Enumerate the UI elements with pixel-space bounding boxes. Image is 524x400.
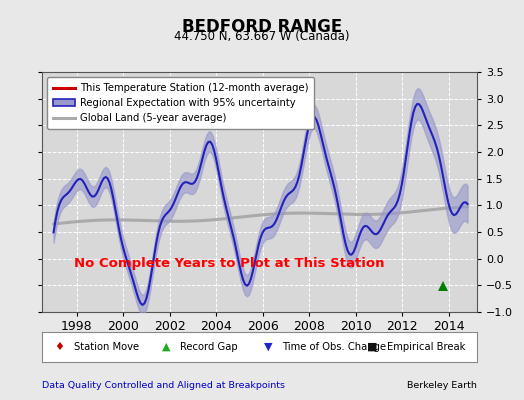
Text: ▼: ▼: [264, 342, 272, 352]
Text: Empirical Break: Empirical Break: [387, 342, 465, 352]
Legend: This Temperature Station (12-month average), Regional Expectation with 95% uncer: This Temperature Station (12-month avera…: [47, 77, 314, 129]
Text: ■: ■: [367, 342, 378, 352]
Text: BEDFORD RANGE: BEDFORD RANGE: [182, 18, 342, 36]
Text: 44.750 N, 63.667 W (Canada): 44.750 N, 63.667 W (Canada): [174, 30, 350, 43]
Text: Time of Obs. Change: Time of Obs. Change: [282, 342, 387, 352]
Text: Berkeley Earth: Berkeley Earth: [407, 381, 477, 390]
Text: Station Move: Station Move: [74, 342, 139, 352]
Text: Record Gap: Record Gap: [180, 342, 238, 352]
Text: ▲: ▲: [161, 342, 170, 352]
Text: No Complete Years to Plot at This Station: No Complete Years to Plot at This Statio…: [74, 258, 384, 270]
Text: Data Quality Controlled and Aligned at Breakpoints: Data Quality Controlled and Aligned at B…: [42, 381, 285, 390]
Text: ♦: ♦: [54, 342, 64, 352]
